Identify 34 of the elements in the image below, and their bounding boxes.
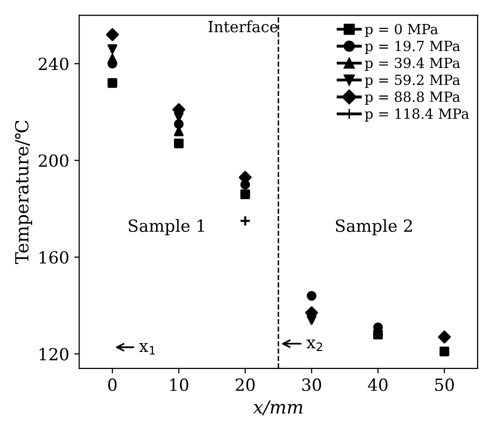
point (373, 330, 383, 340)
point (440, 346, 450, 356)
x-tick-label: 0 (108, 378, 117, 392)
x-axis-title: x/mm (253, 400, 302, 416)
y-axis-title: Temperature/℃ (14, 120, 32, 264)
legend-label: p = 88.8 MPa (364, 91, 460, 105)
point (240, 189, 250, 200)
legend-label: p = 118.4 MPa (364, 108, 469, 122)
legend-label: p = 19.7 MPa (364, 40, 460, 54)
legend-label: p = 0 MPa (364, 24, 438, 38)
annotation: Sample 1 (128, 219, 204, 236)
legend-label: p = 39.4 MPa (364, 58, 460, 71)
annotation: x$_{2}$ (306, 340, 322, 352)
x-tick-label: 30 (302, 378, 322, 392)
point (438, 330, 451, 344)
legend-label: p = 59.2 MPa (364, 74, 460, 88)
y-tick-label: 120 (40, 348, 68, 360)
point (108, 78, 118, 88)
ref-line-label: Interface (208, 20, 278, 32)
x-tick-label: 40 (368, 378, 388, 392)
point (306, 291, 316, 301)
x-tick-label: 50 (435, 378, 454, 392)
point (106, 28, 119, 42)
point (108, 44, 118, 54)
y-tick-label: 200 (38, 154, 68, 167)
y-tick-label: 240 (38, 58, 68, 70)
annotation: x$_{1}$ (139, 343, 155, 355)
x-tick-label: 20 (236, 378, 255, 392)
point (239, 215, 251, 227)
x-tick-label: 10 (170, 378, 188, 392)
point (174, 138, 184, 148)
y-tick-label: 160 (40, 251, 68, 264)
annotation: Sample 2 (336, 219, 412, 236)
point (108, 54, 118, 64)
